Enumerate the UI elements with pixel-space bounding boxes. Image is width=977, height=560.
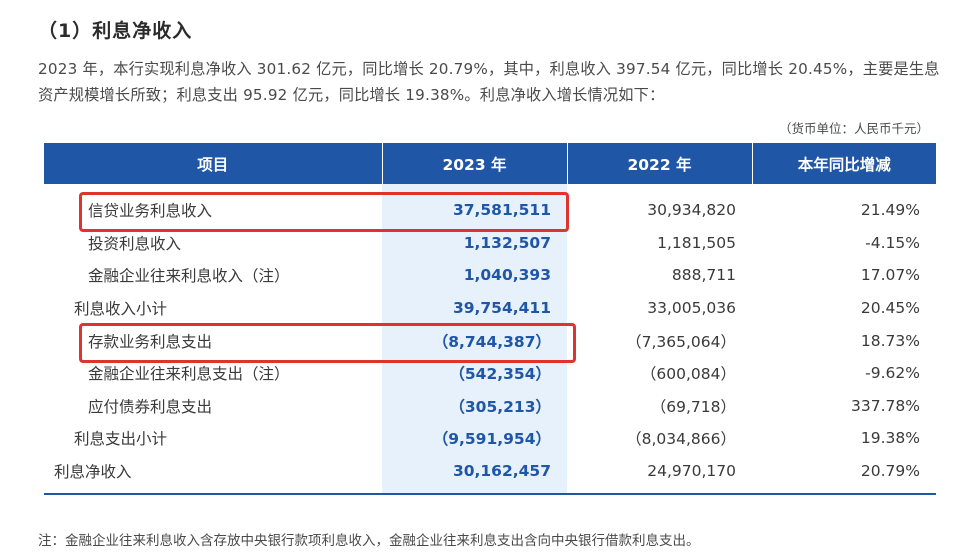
value-yoy: 17.07% xyxy=(860,266,920,285)
value-yoy: 20.79% xyxy=(752,454,936,496)
table-row: 信贷业务利息收入 37,581,511 30,934,820 21.49% xyxy=(44,184,936,227)
value-2022: （7,365,064） xyxy=(626,332,736,351)
row-label: 金融企业往来利息支出（注） xyxy=(88,365,290,384)
row-label: 利息收入小计 xyxy=(74,300,168,319)
table-row: 投资利息收入 1,132,507 1,181,505 -4.15% xyxy=(44,226,936,260)
table-row: 存款业务利息支出 （8,744,387） （7,365,064） 18.73% xyxy=(44,324,936,357)
value-2023: 1,132,507 xyxy=(382,226,567,260)
value-2022: （8,034,866） xyxy=(626,430,736,449)
header-2022: 2022 年 xyxy=(567,143,753,184)
table-row: 利息支出小计 （9,591,954） （8,034,866） 19.38% xyxy=(44,422,936,455)
header-2023: 2023 年 xyxy=(382,143,568,184)
value-yoy: 18.73% xyxy=(860,331,920,350)
value-2023: （8,744,387） xyxy=(382,324,567,357)
value-2022: 30,934,820 xyxy=(647,201,736,220)
value-2022: 1,181,505 xyxy=(657,233,736,252)
value-2023: 37,581,511 xyxy=(382,184,567,227)
header-item: 项目 xyxy=(44,143,383,184)
table-row: 应付债券利息支出 （305,213） （69,718） 337.78% xyxy=(44,389,936,423)
value-2022: 888,711 xyxy=(671,266,736,285)
table-row: 金融企业往来利息收入（注） 1,040,393 888,711 17.07% xyxy=(44,259,936,292)
value-yoy: 337.78% xyxy=(851,396,920,415)
value-yoy: -9.62% xyxy=(865,364,920,383)
table-row: 利息净收入 30,162,457 24,970,170 20.79% xyxy=(44,454,936,496)
value-2022: 33,005,036 xyxy=(647,299,736,318)
value-2022: 24,970,170 xyxy=(567,454,752,496)
table-row: 金融企业往来利息支出（注） （542,354） （600,084） -9.62% xyxy=(44,356,936,390)
value-yoy: 20.45% xyxy=(860,299,920,318)
value-2022: （69,718） xyxy=(650,397,736,416)
value-yoy: -4.15% xyxy=(865,233,920,252)
section-heading: （1）利息净收入 xyxy=(38,20,193,42)
table-row: 利息收入小计 39,754,411 33,005,036 20.45% xyxy=(44,291,936,325)
currency-unit-note: （货币单位：人民币千元） xyxy=(778,121,929,136)
value-2023: 30,162,457 xyxy=(382,454,567,496)
value-yoy: 19.38% xyxy=(860,429,920,448)
row-label: 应付债券利息支出 xyxy=(88,397,213,416)
value-2023: （305,213） xyxy=(382,389,567,423)
row-label: 信贷业务利息收入 xyxy=(88,202,213,221)
header-yoy: 本年同比增减 xyxy=(752,143,936,184)
value-yoy: 21.49% xyxy=(860,201,920,220)
row-label: 金融企业往来利息收入（注） xyxy=(88,267,290,286)
value-2023: 1,040,393 xyxy=(382,259,567,292)
row-label: 存款业务利息支出 xyxy=(88,332,213,351)
value-2023: （542,354） xyxy=(382,356,567,390)
row-label: 利息净收入 xyxy=(44,454,382,496)
value-2023: （9,591,954） xyxy=(382,422,567,455)
summary-paragraph: 2023 年，本行实现利息净收入 301.62 亿元，同比增长 20.79%，其… xyxy=(38,60,940,104)
value-2023: 39,754,411 xyxy=(382,291,567,325)
value-2022: （600,084） xyxy=(640,365,736,384)
footnote: 注：金融企业往来利息收入含存放中央银行款项利息收入，金融企业往来利息支出含向中央… xyxy=(38,533,700,549)
row-label: 投资利息收入 xyxy=(88,234,182,253)
net-interest-income-table: 项目 2023 年 2022 年 本年同比增减 信贷业务利息收入 37,581,… xyxy=(44,143,936,496)
table-header-row: 项目 2023 年 2022 年 本年同比增减 xyxy=(44,143,936,184)
row-label: 利息支出小计 xyxy=(74,430,168,449)
